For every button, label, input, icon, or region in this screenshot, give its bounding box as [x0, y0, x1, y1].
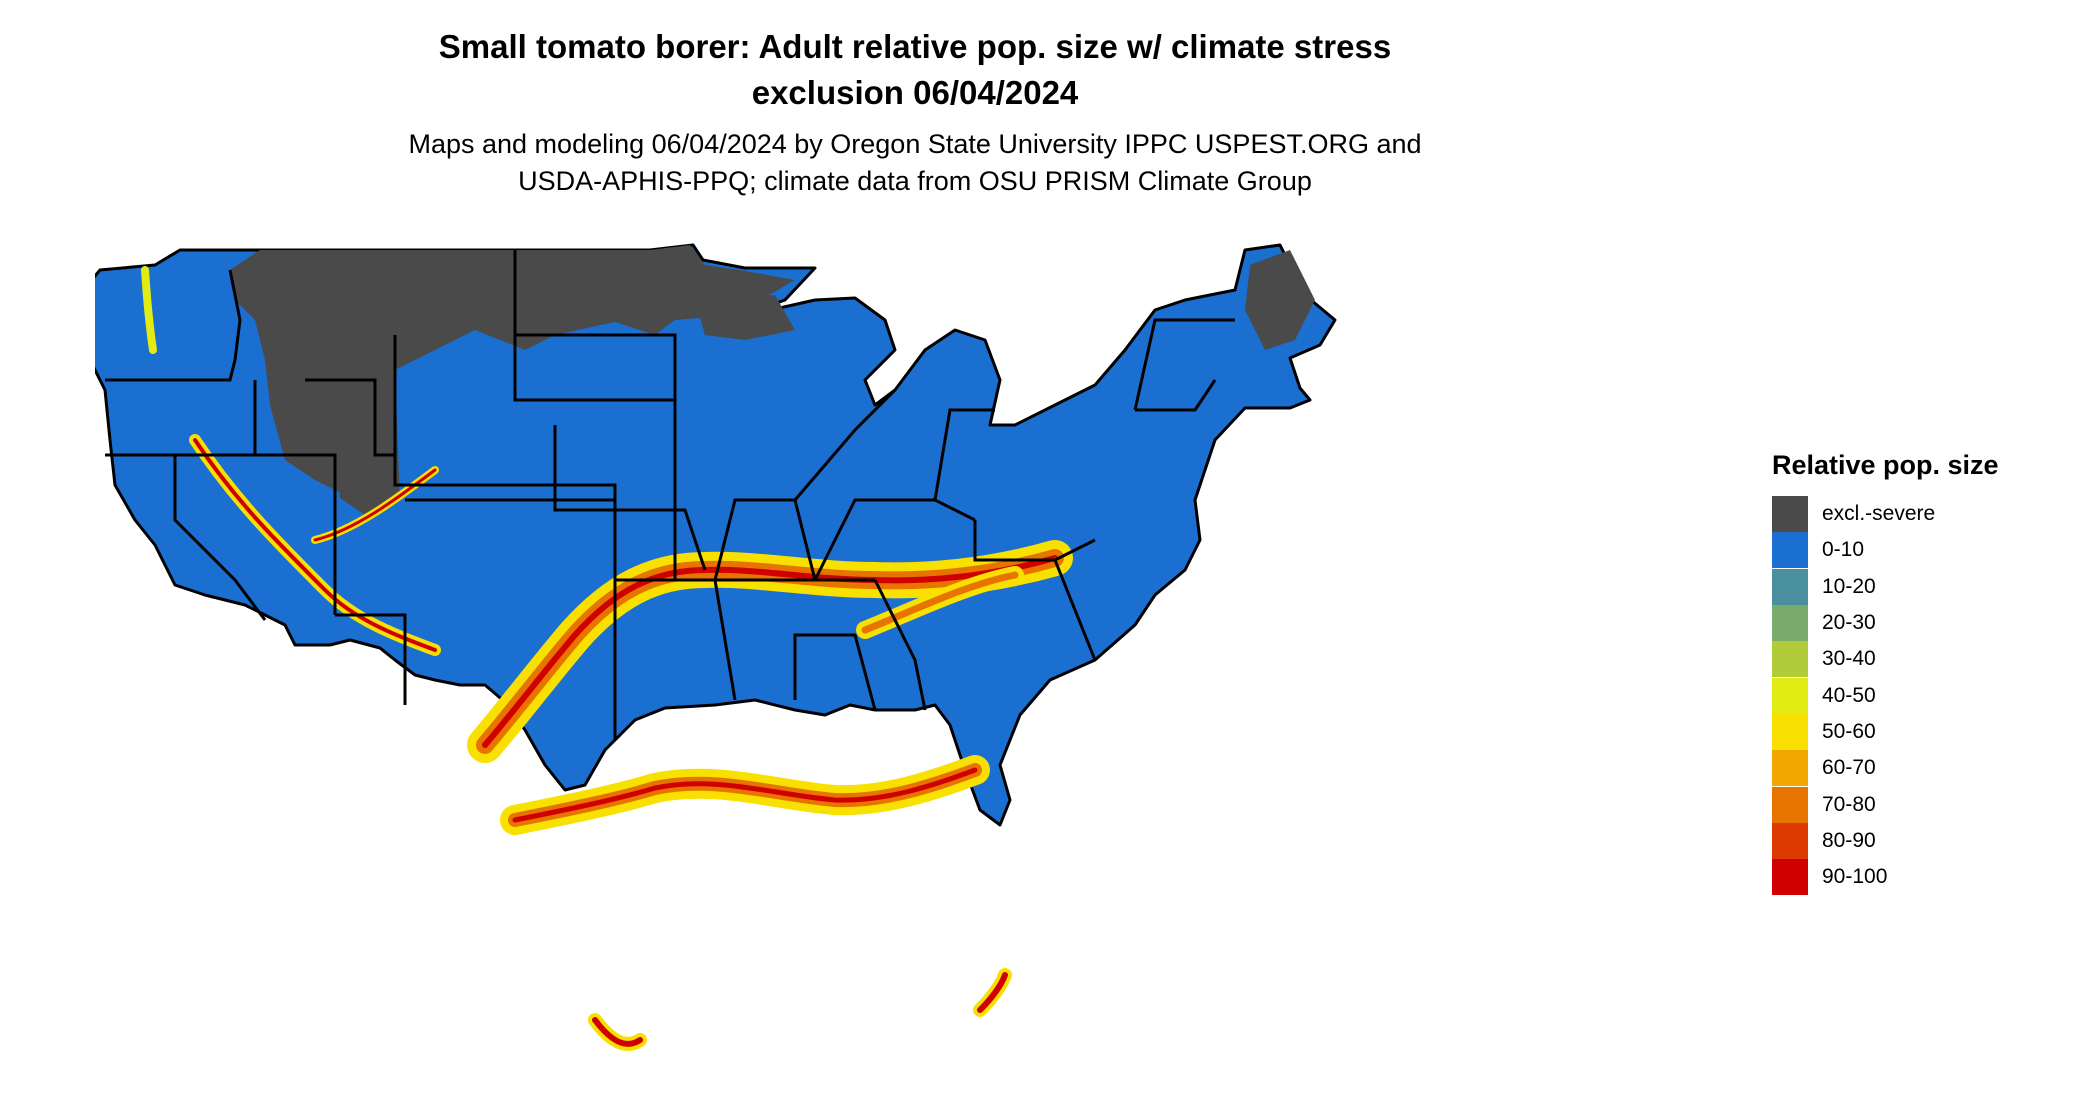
map-title-line-1: Small tomato borer: Adult relative pop. … [438, 28, 1392, 65]
legend-label: 70-80 [1822, 792, 1876, 816]
map-title: Small tomato borer: Adult relative pop. … [0, 24, 1830, 116]
legend: Relative pop. size excl.-severe 0-10 10-20… [1772, 448, 2072, 896]
legend-label: 20-30 [1822, 611, 1876, 635]
legend-label: 40-50 [1822, 683, 1876, 707]
legend-item: 20-30 [1772, 605, 2072, 642]
legend-label: 60-70 [1822, 756, 1876, 780]
legend-swatch [1772, 713, 1808, 750]
legend-item: 10-20 [1772, 568, 2072, 605]
state-borders [105, 250, 1235, 740]
legend-title: Relative pop. size [1772, 450, 1999, 480]
map-title-line-2: exclusion 06/04/2024 [751, 74, 1079, 111]
us-outline [95, 243, 1337, 827]
legend-item: 50-60 [1772, 713, 2072, 750]
map-subtitle: Maps and modeling 06/04/2024 by Oregon S… [0, 126, 1830, 200]
us-population-map [95, 243, 1337, 1051]
legend-item: 40-50 [1772, 677, 2072, 714]
legend-swatch [1772, 786, 1808, 823]
legend-label: 30-40 [1822, 647, 1876, 671]
legend-label: 90-100 [1822, 865, 1888, 889]
legend-swatch [1772, 641, 1808, 678]
legend-item: 30-40 [1772, 641, 2072, 678]
map-subtitle-line-2: USDA-APHIS-PPQ; climate data from OSU PR… [518, 166, 1312, 196]
legend-item: 0-10 [1772, 532, 2072, 569]
high-population-bands [141, 266, 1073, 1051]
legend-label: 50-60 [1822, 719, 1876, 743]
legend-label: 10-20 [1822, 574, 1876, 598]
legend-swatch [1772, 677, 1808, 714]
legend-label: 0-10 [1822, 538, 1865, 562]
legend-label: 80-90 [1822, 828, 1876, 852]
legend-swatch [1772, 605, 1808, 642]
legend-item: 90-100 [1772, 859, 2072, 896]
legend-swatch [1772, 532, 1808, 569]
legend-item: 70-80 [1772, 786, 2072, 823]
legend-swatch [1772, 568, 1808, 605]
legend-item: 80-90 [1772, 822, 2072, 859]
legend-swatch [1772, 496, 1808, 533]
legend-swatch [1772, 750, 1808, 787]
map-subtitle-line-1: Maps and modeling 06/04/2024 by Oregon S… [408, 129, 1422, 159]
legend-label: excl.-severe [1822, 502, 1936, 526]
legend-swatch [1772, 859, 1808, 896]
legend-item: 60-70 [1772, 750, 2072, 787]
legend-items: excl.-severe 0-10 10-20 20-30 30-40 40-50 50-6… [1772, 496, 2072, 896]
excluded-regions [230, 245, 1315, 515]
legend-swatch [1772, 822, 1808, 859]
legend-item: excl.-severe [1772, 496, 2072, 533]
